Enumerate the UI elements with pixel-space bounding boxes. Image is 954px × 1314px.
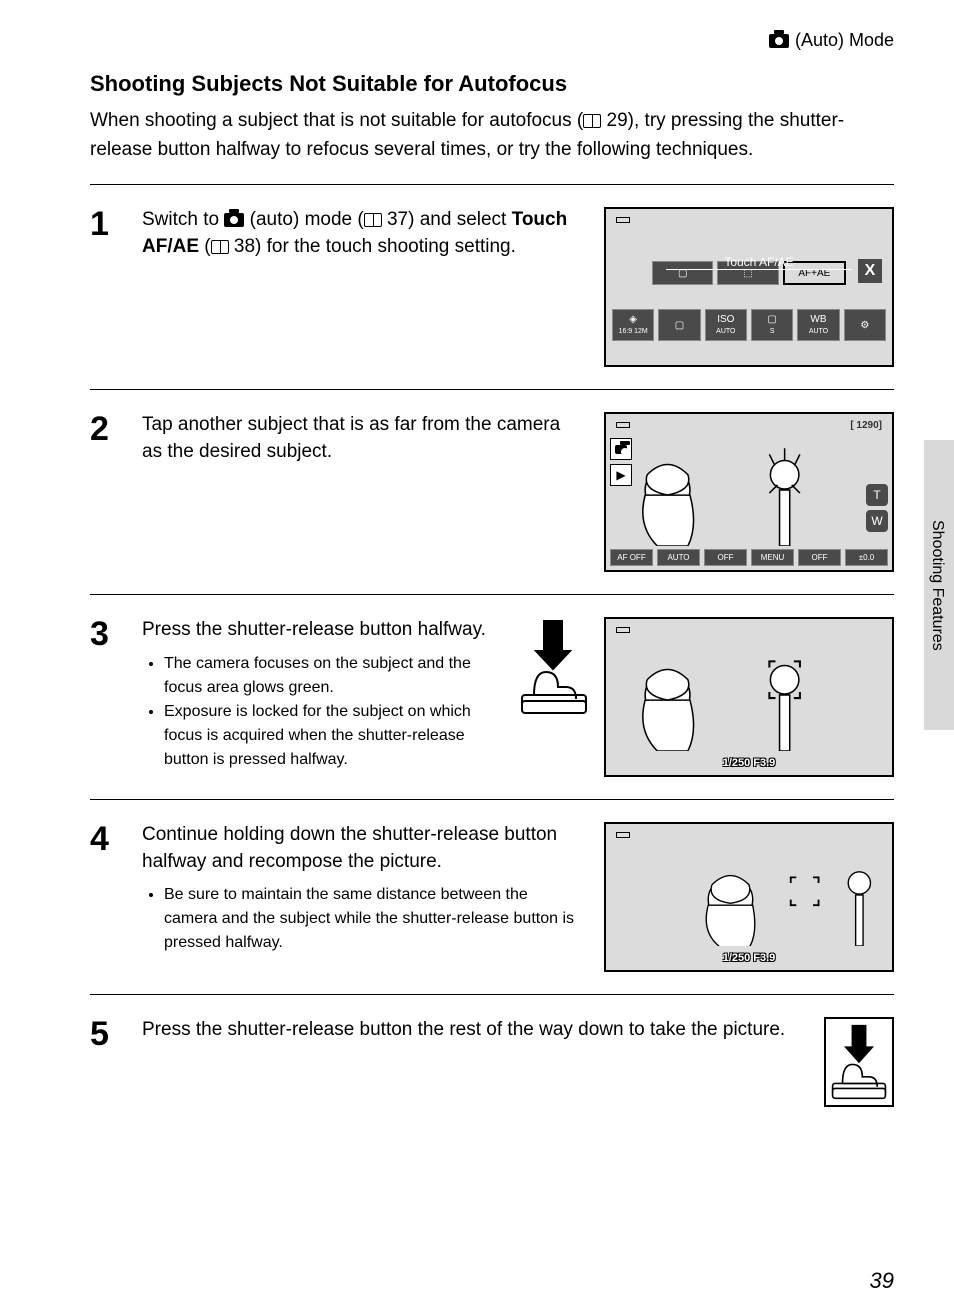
shutter-info: 1/250 F3.9 [723,757,776,769]
macro-icon: OFF [798,549,841,566]
step-illustration: 1/250 F3.9 [514,617,894,777]
step-text: Continue holding down the shutter-releas… [142,822,584,955]
scene-illustration [616,844,882,946]
page-number: 39 [870,1268,894,1294]
section-title: Shooting Subjects Not Suitable for Autof… [90,71,894,97]
separator [90,994,894,995]
t: Switch to [142,209,224,230]
shutter-info: 1/250 F3.9 [723,952,776,964]
t: Continue holding down the shutter-releas… [142,824,557,872]
step-illustration: 1/250 F3.9 [604,822,894,972]
step-number: 5 [90,1017,122,1051]
step-3: 3 Press the shutter-release button halfw… [90,605,894,789]
scene-illustration [616,639,882,751]
separator [90,184,894,185]
step-text: Press the shutter-release button the res… [142,1017,804,1044]
step-illustration: Touch AF/AE X ▢ ⬚ AF+AE ◈16:9 12M ▢ ISOA… [604,207,894,367]
step-number: 1 [90,207,122,241]
step-4: 4 Continue holding down the shutter-rele… [90,810,894,984]
battery-icon [616,627,630,633]
t: 38) for the touch shooting setting. [229,236,516,257]
book-icon [583,114,601,128]
timer-icon: OFF [704,549,747,566]
step-bullets: The camera focuses on the subject and th… [164,652,494,772]
intro-page-ref: 29 [607,110,628,131]
bullet: Be sure to maintain the same distance be… [164,883,584,955]
menu-icon: MENU [751,549,794,566]
separator [90,389,894,390]
intro-paragraph: When shooting a subject that is not suit… [90,107,894,164]
lcd-screen-touch-af: Touch AF/AE X ▢ ⬚ AF+AE ◈16:9 12M ▢ ISOA… [604,207,894,367]
battery-icon [616,217,630,223]
step-number: 2 [90,412,122,446]
step-2: 2 Tap another subject that is as far fro… [90,400,894,584]
t: Press the shutter-release button halfway… [142,619,486,640]
hand-full-press-icon [824,1017,894,1107]
mode-header: (Auto) Mode [90,30,894,51]
flash-icon: AUTO [657,549,700,566]
lcd-screen-scene: [ 1290] ▶ T W [604,412,894,572]
scene-illustration [616,434,882,546]
hand-press-icon [514,617,594,717]
lcd-icon: ISOAUTO [705,309,747,341]
bullet: Exposure is locked for the subject on wh… [164,700,494,772]
lcd-screen-recompose: 1/250 F3.9 [604,822,894,972]
camera-icon [224,213,244,227]
t: ( [199,236,211,257]
side-section-label: Shooting Features [928,520,946,651]
separator [90,594,894,595]
book-icon [364,213,382,227]
step-1: 1 Switch to (auto) mode ( 37) and select… [90,195,894,379]
step-text: Tap another subject that is as far from … [142,412,584,465]
shot-counter: [ 1290] [850,420,882,431]
separator [90,799,894,800]
lcd-icon: ▢ [658,309,700,341]
intro-text-1: When shooting a subject that is not suit… [90,110,583,131]
lcd-title: Touch AF/AE [666,255,852,270]
step-bullets: Be sure to maintain the same distance be… [164,883,584,955]
bottom-icons: AF OFF AUTO OFF MENU OFF ±0.0 [610,549,888,566]
bullet: The camera focuses on the subject and th… [164,652,494,700]
lcd-icon: WBAUTO [797,309,839,341]
lcd-screen-focus: 1/250 F3.9 [604,617,894,777]
lcd-icon: ⚙ [844,309,886,341]
step-5: 5 Press the shutter-release button the r… [90,1005,894,1119]
af-icon: AF OFF [610,549,653,566]
camera-icon [769,34,789,48]
t: (auto) mode ( [244,209,363,230]
step-text: Press the shutter-release button halfway… [142,617,494,772]
battery-icon [616,832,630,838]
mode-label: (Auto) Mode [795,30,894,51]
lcd-icon: ▢S [751,309,793,341]
ev-icon: ±0.0 [845,549,888,566]
close-icon: X [858,259,882,283]
book-icon [211,240,229,254]
t: 37) and select [382,209,512,230]
step-illustration: [ 1290] ▶ T W [604,412,894,572]
step-illustration [824,1017,894,1107]
step-number: 4 [90,822,122,856]
step-number: 3 [90,617,122,651]
battery-icon [616,422,630,428]
lcd-icon: ◈16:9 12M [612,309,654,341]
step-text: Switch to (auto) mode ( 37) and select T… [142,207,584,260]
